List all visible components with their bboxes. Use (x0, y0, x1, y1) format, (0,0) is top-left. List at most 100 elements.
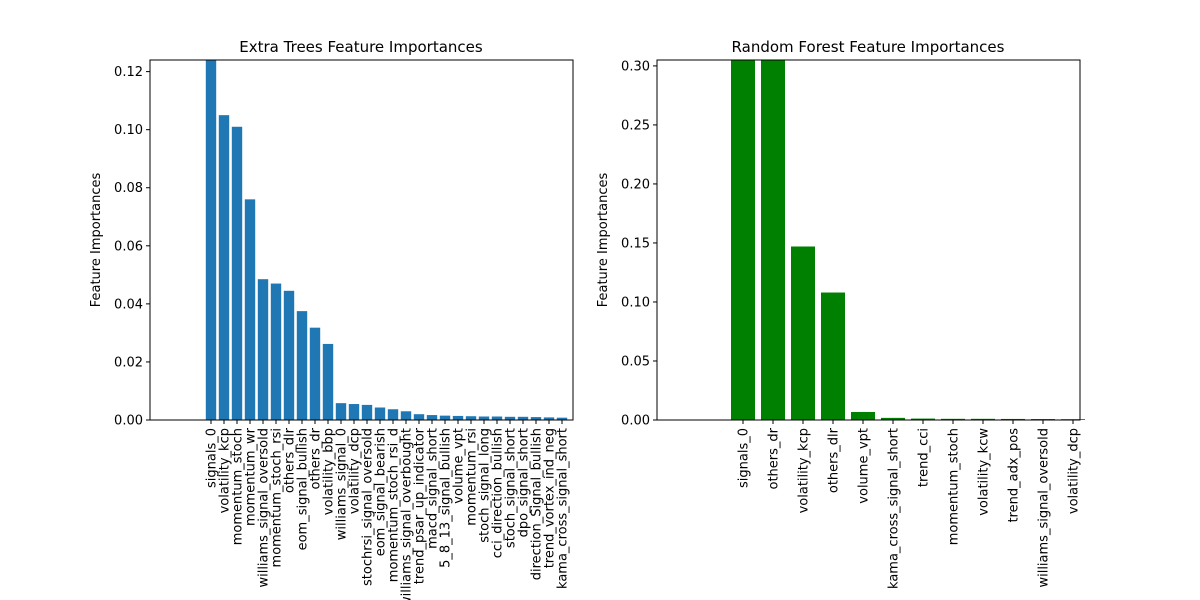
x-tick-label: direction_Signal_bullish (530, 428, 545, 580)
bar (821, 292, 845, 420)
x-tick-label: others_dlr (283, 427, 298, 493)
bar (478, 416, 490, 420)
x-tick-label: others_dlr (827, 427, 842, 493)
bar (556, 417, 568, 420)
y-tick-label: 0.15 (621, 236, 650, 251)
x-tick-label: momentum_rsi (465, 428, 480, 526)
x-tick-label: others_dr (309, 427, 324, 489)
x-tick-label: volume_vpt (857, 428, 872, 504)
bar (491, 416, 503, 420)
x-tick-label: volatility_dcp (348, 428, 363, 514)
y-axis-label: Feature Importances (596, 173, 611, 308)
x-tick-label: williams_signal_oversold (1037, 428, 1052, 588)
bar (335, 403, 347, 420)
y-tick-label: 0.30 (621, 59, 650, 74)
x-tick-label: trend_vortex_ind_neg (543, 428, 558, 568)
bar (791, 246, 815, 420)
x-tick-label: volatility_kcp (218, 428, 233, 513)
y-tick-label: 0.10 (114, 123, 143, 138)
x-tick-label: williams_signal_oversold (257, 428, 272, 588)
bar (400, 411, 412, 420)
x-tick-label: stoch_signal_long (478, 428, 493, 543)
bar (941, 418, 965, 420)
y-axis-ticks: 0.00 0.05 0.10 0.15 0.20 0.25 0.30 (621, 59, 657, 429)
y-tick-label: 0.06 (114, 239, 143, 254)
bar (374, 407, 386, 420)
bar (231, 126, 243, 420)
bar (881, 417, 905, 420)
x-axis-tick-labels: signals_0volatility_kcpmomentum_stochmom… (205, 420, 571, 600)
bar (387, 409, 399, 420)
chart-title: Extra Trees Feature Importances (239, 38, 483, 56)
bar (322, 343, 334, 420)
bar (452, 415, 464, 420)
bar (348, 404, 360, 420)
x-tick-label: trend_cci (917, 428, 932, 487)
bar (270, 283, 282, 420)
bar (426, 415, 438, 420)
random-forest-chart: Random Forest Feature Importances Featur… (596, 38, 1085, 589)
x-tick-label: williams_signal_overbought (400, 428, 415, 600)
bar (504, 416, 516, 420)
bar (761, 60, 785, 420)
bar (517, 416, 529, 420)
y-tick-label: 0.08 (114, 181, 143, 196)
x-tick-label: dpo_signal_short (517, 428, 532, 537)
chart-title: Random Forest Feature Importances (732, 38, 1005, 56)
y-tick-label: 0.12 (114, 65, 143, 80)
x-tick-label: signals_0 (205, 428, 220, 488)
x-tick-label: stoch_signal_short (504, 428, 519, 548)
x-tick-label: eom_signal_bullish (296, 428, 311, 550)
x-tick-label: momentum_stoch (231, 428, 246, 545)
y-tick-label: 0.25 (621, 118, 650, 133)
x-tick-label: momentum_stoch_rsi (270, 428, 285, 567)
x-tick-label: momentum_stoch (947, 428, 962, 545)
bar (439, 415, 451, 420)
x-tick-label: signals_0 (737, 428, 752, 488)
bar (971, 418, 995, 420)
x-tick-label: volume_vpt (452, 428, 467, 504)
x-tick-label: volatility_bbp (322, 428, 337, 515)
x-tick-label: momentum_wr (244, 427, 259, 526)
y-tick-label: 0.02 (114, 355, 143, 370)
y-axis-ticks: 0.00 0.02 0.04 0.06 0.08 0.10 0.12 (114, 65, 150, 429)
bar (851, 411, 875, 420)
x-tick-label: kama_cross_signal_short (887, 428, 902, 589)
x-tick-label: trend_psar_up_indicator (413, 427, 428, 584)
y-tick-label: 0.10 (621, 295, 650, 310)
bar (361, 404, 373, 420)
bar (205, 60, 217, 420)
y-tick-label: 0.00 (621, 414, 650, 429)
bar (218, 115, 230, 421)
bar (244, 199, 256, 420)
x-tick-label: cci_direction_bullish (491, 428, 506, 558)
x-tick-label: kama_cross_signal_short (556, 428, 571, 589)
bar (257, 279, 269, 420)
y-axis-label: Feature Importances (89, 173, 104, 308)
x-tick-label: others_dr (767, 427, 782, 489)
bar (413, 414, 425, 420)
bar (1001, 418, 1025, 420)
x-axis-tick-labels: signals_0 others_dr volatility_kcp others_d… (737, 420, 1082, 589)
x-tick-label: williams_signal_0 (335, 428, 350, 540)
bar (309, 327, 321, 420)
y-tick-label: 0.05 (621, 354, 650, 369)
x-tick-label: momentum_stoch_rsi_d (387, 428, 402, 582)
extra-trees-chart: Extra Trees Feature Importances Feature … (89, 38, 574, 600)
bar (465, 416, 477, 420)
plot-frame (149, 59, 574, 421)
x-tick-label: macd_signal_short (426, 428, 441, 549)
bar (911, 418, 935, 420)
x-tick-label: stochrsi_signal_oversold (361, 428, 376, 586)
x-tick-label: volatility_dcp (1067, 428, 1082, 514)
y-tick-label: 0.04 (114, 297, 143, 312)
x-tick-label: 5_8_13_signal_bullish (439, 428, 454, 568)
bar (543, 417, 555, 420)
x-tick-label: volatility_kcw (977, 428, 992, 516)
plot-frame (656, 59, 1081, 421)
bar-series (731, 60, 1085, 420)
bar (296, 311, 308, 420)
bar (731, 60, 755, 420)
